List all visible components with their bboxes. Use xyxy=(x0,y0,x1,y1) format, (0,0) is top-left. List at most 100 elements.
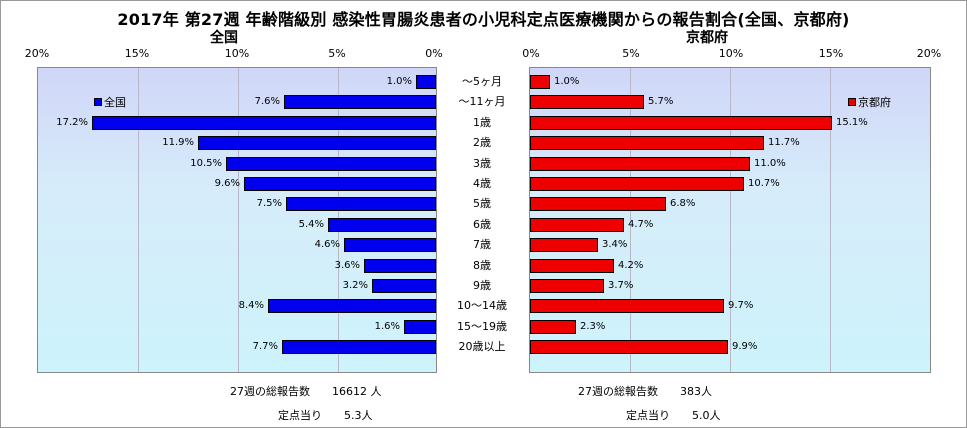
national-per-site: 定点当り 5.3人 xyxy=(278,409,373,422)
kyoto-gridline xyxy=(730,68,731,372)
kyoto-total-reports: 27週の総報告数 383人 xyxy=(578,385,712,398)
kyoto-bar-label: 9.7% xyxy=(728,300,754,312)
kyoto-bar xyxy=(530,177,744,191)
national-bar-label: 17.2% xyxy=(56,116,88,128)
kyoto-bar-label: 1.0% xyxy=(554,76,580,87)
category-label: 1歳 xyxy=(473,115,491,129)
national-bar-label: 3.2% xyxy=(342,280,368,291)
national-bar-label: 9.6% xyxy=(214,178,240,189)
national-xtick: 20% xyxy=(24,47,50,60)
kyoto-bar xyxy=(530,258,614,273)
national-bar xyxy=(284,95,436,110)
kyoto-plot-area: 京都府 1.0% 5.7% 15.1% 11.7% 11.0% 10.7% 6.8% 4.7%… xyxy=(529,67,931,373)
kyoto-bar xyxy=(530,217,624,232)
category-label: 10～14歳 xyxy=(457,299,507,313)
national-bar xyxy=(328,217,436,232)
national-total-reports: 27週の総報告数 16612 人 xyxy=(230,385,382,398)
national-legend-swatch xyxy=(94,98,102,106)
national-bar-label: 4.6% xyxy=(314,239,340,251)
category-label: 6歳 xyxy=(473,217,491,231)
national-legend-label: 全国 xyxy=(104,96,126,109)
national-xtick: 10% xyxy=(224,47,250,60)
kyoto-bar-label: 4.2% xyxy=(618,259,644,271)
national-gridline xyxy=(138,68,139,372)
category-label: ～11ヶ月 xyxy=(458,95,506,109)
kyoto-xtick: 15% xyxy=(818,47,844,60)
kyoto-bar xyxy=(530,156,750,171)
national-xtick: 15% xyxy=(124,47,150,60)
national-bar xyxy=(244,177,436,191)
kyoto-bar-label: 3.7% xyxy=(608,280,634,291)
kyoto-bar-label: 2.3% xyxy=(580,320,606,332)
kyoto-bar-label: 11.0% xyxy=(754,157,786,169)
kyoto-bar xyxy=(530,340,728,355)
kyoto-legend-swatch xyxy=(848,98,856,106)
kyoto-bar-label: 10.7% xyxy=(748,178,780,189)
kyoto-xtick: 0% xyxy=(522,47,540,60)
kyoto-bar xyxy=(530,197,666,212)
kyoto-bar xyxy=(530,75,550,89)
national-bar xyxy=(344,238,436,253)
national-bar xyxy=(226,156,436,171)
national-xtick: 5% xyxy=(328,47,346,60)
kyoto-xtick: 20% xyxy=(916,47,942,60)
national-bar xyxy=(282,340,436,355)
kyoto-bar-label: 6.8% xyxy=(670,198,696,210)
category-label: 7歳 xyxy=(473,238,491,252)
national-bar-label: 3.6% xyxy=(334,259,360,271)
national-bar-label: 7.6% xyxy=(254,96,280,108)
chart-title: 2017年 第27週 年齢階級別 感染性胃腸炎患者の小児科定点医療機関からの報告… xyxy=(117,10,850,29)
national-plot-area: 全国 1.0% 7.6% 17.2% 11.9% 10.5% 9.6% 7.5% 5.4% 4.… xyxy=(37,67,437,373)
national-bar-label: 7.5% xyxy=(256,198,282,210)
national-bar-label: 11.9% xyxy=(162,137,194,149)
kyoto-bar xyxy=(530,115,832,130)
kyoto-bar-label: 9.9% xyxy=(732,341,758,353)
category-label: 8歳 xyxy=(473,258,491,272)
kyoto-bar-label: 11.7% xyxy=(768,137,800,149)
national-bar-label: 8.4% xyxy=(238,300,264,312)
category-label: ～5ヶ月 xyxy=(462,75,502,88)
kyoto-bar xyxy=(530,95,644,110)
national-bar xyxy=(286,197,436,212)
national-bar xyxy=(268,299,436,314)
kyoto-bar xyxy=(530,299,724,314)
kyoto-bar-label: 5.7% xyxy=(648,96,674,108)
national-bar-label: 10.5% xyxy=(190,157,222,169)
category-label: 4歳 xyxy=(473,177,491,190)
kyoto-legend: 京都府 xyxy=(848,94,891,110)
kyoto-panel-title: 京都府 xyxy=(686,30,728,46)
national-bar-label: 5.4% xyxy=(298,218,324,230)
national-bar-label: 1.6% xyxy=(374,320,400,332)
national-bar xyxy=(404,319,436,334)
kyoto-bar-label: 15.1% xyxy=(836,116,868,128)
national-gridline xyxy=(238,68,239,372)
national-panel-title: 全国 xyxy=(210,30,238,46)
kyoto-gridline xyxy=(630,68,631,372)
kyoto-bar xyxy=(530,238,598,253)
national-bar xyxy=(198,136,436,151)
national-bar-label: 7.7% xyxy=(252,341,278,353)
kyoto-xtick: 10% xyxy=(718,47,744,60)
kyoto-per-site: 定点当り 5.0人 xyxy=(626,409,721,422)
national-bar xyxy=(92,115,436,130)
category-label: 20歳以上 xyxy=(458,340,506,354)
kyoto-bar xyxy=(530,279,604,293)
kyoto-bar xyxy=(530,136,764,151)
national-legend: 全国 xyxy=(94,94,126,110)
kyoto-xtick: 5% xyxy=(622,47,640,60)
category-label: 9歳 xyxy=(473,279,491,292)
national-bar xyxy=(416,75,436,89)
kyoto-legend-label: 京都府 xyxy=(858,96,891,109)
category-label: 3歳 xyxy=(473,156,491,170)
kyoto-gridline xyxy=(830,68,831,372)
national-bar-label: 1.0% xyxy=(386,76,412,87)
national-bar xyxy=(372,279,436,293)
category-label: 2歳 xyxy=(473,136,491,150)
kyoto-bar-label: 3.4% xyxy=(602,239,628,251)
category-label: 5歳 xyxy=(473,197,491,211)
national-xtick: 0% xyxy=(425,47,443,60)
kyoto-bar-label: 4.7% xyxy=(628,218,654,230)
category-label: 15～19歳 xyxy=(457,319,507,333)
kyoto-bar xyxy=(530,319,576,334)
national-bar xyxy=(364,258,436,273)
